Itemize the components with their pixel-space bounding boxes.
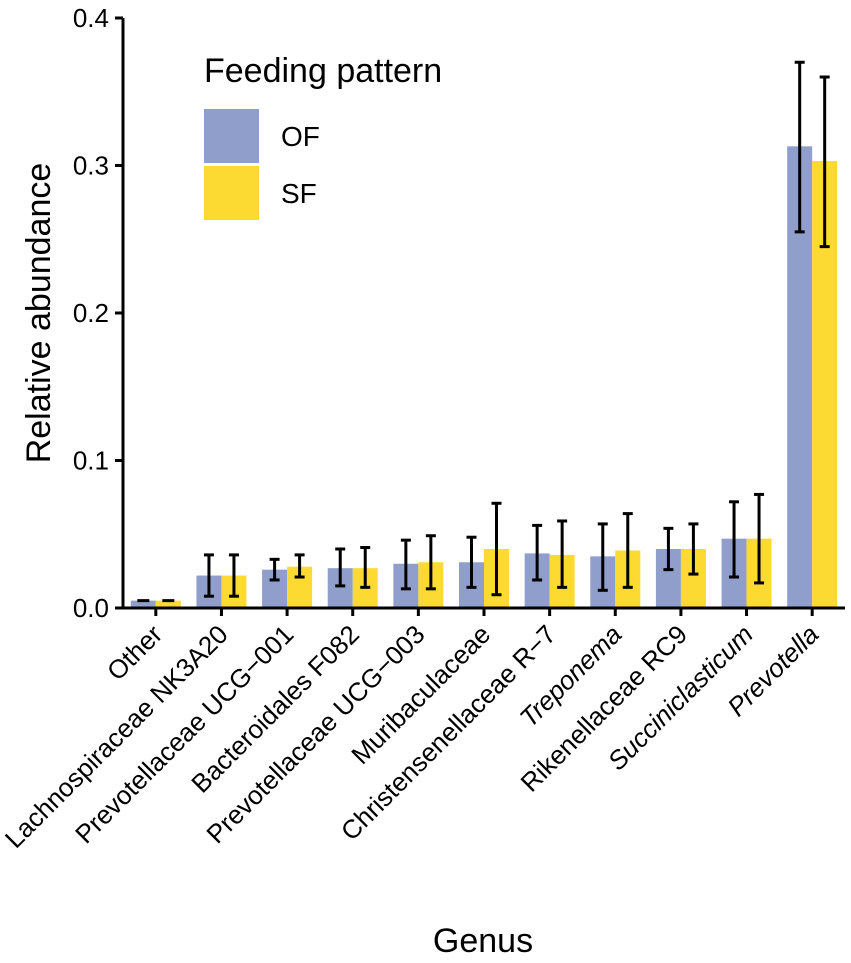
y-axis-ticks: 0.0 0.1 0.2 0.3 0.4 xyxy=(73,3,123,623)
error-bar-of-7 xyxy=(597,522,608,592)
error-bar-sf-1 xyxy=(228,553,239,598)
legend-label-of: OF xyxy=(281,121,320,152)
bar-of-0 xyxy=(130,600,156,608)
bar-sf-0 xyxy=(155,600,181,608)
legend-swatch-sf xyxy=(204,166,259,220)
y-axis-title: Relative abundance xyxy=(20,163,58,464)
error-bar-group xyxy=(137,60,830,603)
legend-label-sf: SF xyxy=(281,178,317,209)
error-bar-of-3 xyxy=(335,547,346,588)
legend-title: Feeding pattern xyxy=(204,52,442,90)
error-bar-sf-3 xyxy=(360,546,371,589)
error-bar-sf-5 xyxy=(491,501,502,597)
error-bar-sf-8 xyxy=(688,522,699,576)
error-bar-sf-6 xyxy=(557,519,568,589)
error-bar-of-9 xyxy=(729,500,740,579)
error-bar-sf-10 xyxy=(819,75,830,249)
error-bar-of-6 xyxy=(532,523,543,582)
error-bar-of-10 xyxy=(794,60,805,234)
error-bar-of-1 xyxy=(203,553,214,598)
error-bar-of-4 xyxy=(400,538,411,591)
legend-item-of: OF xyxy=(204,109,320,163)
error-bar-of-2 xyxy=(269,557,280,582)
legend-item-sf: SF xyxy=(204,166,317,220)
y-tick-label: 0.1 xyxy=(73,446,109,476)
legend-items: OF SF xyxy=(204,109,320,220)
error-bar-of-5 xyxy=(466,535,477,589)
error-bar-sf-4 xyxy=(425,534,436,591)
legend: Feeding pattern OF SF xyxy=(204,52,442,220)
y-tick-label: 0.3 xyxy=(73,151,109,181)
error-bar-sf-2 xyxy=(294,553,305,579)
x-axis-title: Genus xyxy=(433,922,533,960)
legend-swatch-of xyxy=(204,109,259,163)
y-tick-label: 0.4 xyxy=(73,3,109,33)
y-tick-label: 0.2 xyxy=(73,298,109,328)
error-bar-of-8 xyxy=(663,526,674,572)
y-tick-label: 0.0 xyxy=(73,593,109,623)
axes-group xyxy=(121,18,845,610)
error-bar-sf-7 xyxy=(622,512,633,589)
error-bar-sf-9 xyxy=(754,492,765,585)
